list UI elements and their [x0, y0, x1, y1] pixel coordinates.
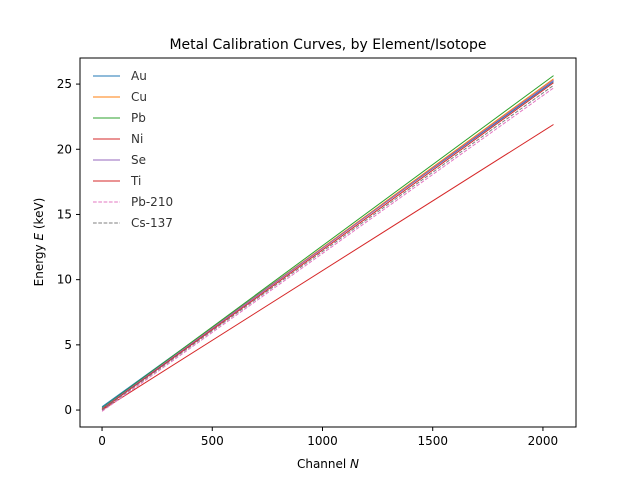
- y-axis-label: Energy E (keV): [32, 198, 46, 287]
- legend-label-au: Au: [131, 69, 147, 83]
- x-tick-label: 1500: [417, 434, 448, 448]
- series-line-cs-137: [101, 84, 554, 411]
- legend-label-cu: Cu: [131, 90, 147, 104]
- legend-label-cs-137: Cs-137: [131, 216, 173, 230]
- chart-title: Metal Calibration Curves, by Element/Iso…: [169, 37, 486, 53]
- axes: 0 500 1000 1500 2000 0 5 10 15 20 25: [57, 77, 558, 448]
- series-line-ti: [101, 82, 554, 410]
- y-tick-label: 25: [57, 77, 72, 91]
- plot-area: [101, 75, 554, 412]
- y-tick-label: 10: [57, 273, 72, 287]
- x-axis-label: Channel N: [297, 457, 359, 471]
- x-tick-label: 1000: [307, 434, 338, 448]
- y-tick-label: 15: [57, 207, 72, 221]
- legend-label-pb: Pb: [131, 111, 146, 125]
- series-line-pb: [101, 75, 554, 409]
- y-tick-label: 5: [64, 338, 72, 352]
- x-tick-label: 500: [201, 434, 224, 448]
- x-tick-label: 2000: [528, 434, 559, 448]
- series-line-ni: [101, 124, 554, 411]
- series-line-pb-210: [101, 87, 554, 412]
- legend-label-se: Se: [131, 153, 146, 167]
- legend: Au Cu Pb Ni Se Ti Pb-210 Cs-137: [93, 69, 173, 230]
- legend-label-ti: Ti: [130, 174, 141, 188]
- legend-label-pb-210: Pb-210: [131, 195, 173, 209]
- x-tick-label: 0: [98, 434, 106, 448]
- y-tick-label: 0: [64, 403, 72, 417]
- legend-label-ni: Ni: [131, 132, 143, 146]
- plot-frame: [79, 57, 577, 428]
- y-tick-label: 20: [57, 142, 72, 156]
- series-line-se: [101, 79, 554, 410]
